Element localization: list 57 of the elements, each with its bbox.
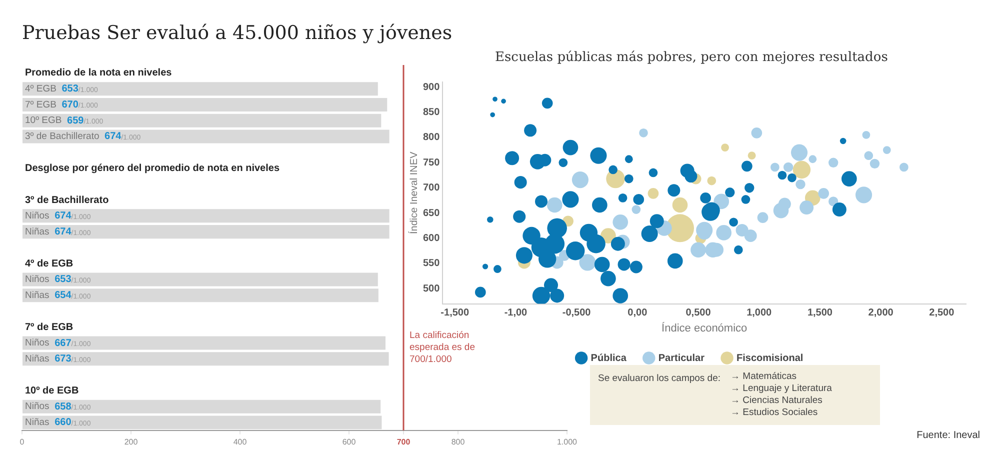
source-note: Fuente: Ineval <box>916 430 980 441</box>
y-tick-label: 500 <box>422 283 440 294</box>
x-tick-label: 2,000 <box>868 308 894 319</box>
category-label: Niñas <box>25 290 50 301</box>
y-tick-label: 750 <box>422 157 440 168</box>
category-label: 10º EGB <box>25 115 62 126</box>
text: → Matemáticas <box>730 371 798 383</box>
text: → Ciencias Naturales <box>730 395 824 407</box>
x-tick-label: -0,500 <box>562 308 592 319</box>
y-axis-title: Índice Ineval INEV <box>408 151 420 234</box>
category-label: Niñas <box>25 226 50 238</box>
category-label: Desglose por género del promedio de nota en niveles <box>25 163 280 174</box>
x-tick-label: 600 <box>342 437 356 446</box>
x-tick-label: 800 <box>451 437 466 446</box>
category-label: 7º de EGB <box>25 322 74 333</box>
category-label: Niñas <box>25 354 50 365</box>
x-tick-label: 2,500 <box>929 308 955 319</box>
legend-label: Pública <box>590 352 627 364</box>
x-tick-label: 0 <box>20 437 25 446</box>
text: → Estudios Sociales <box>730 407 819 419</box>
x-tick-label: 200 <box>124 437 138 446</box>
x-tick-label: 1.000 <box>556 437 578 446</box>
y-tick-label: 700 <box>422 182 440 194</box>
x-tick-label: -1,00 <box>504 308 528 319</box>
category-label: 3º de Bachillerato <box>25 131 100 142</box>
category-label: 7º EGB <box>25 99 56 110</box>
y-tick-label: 550 <box>422 258 440 270</box>
x-tick-label: 1,500 <box>807 308 833 319</box>
x-tick-label: 1,000 <box>746 308 772 319</box>
category-label: Niños <box>25 274 50 286</box>
y-tick-label: 600 <box>422 233 440 244</box>
category-label: 4º EGB <box>25 83 56 94</box>
text: Se evaluaron los campos de: <box>597 372 722 386</box>
x-tick-label: 0,00 <box>628 308 648 319</box>
y-tick-label: 850 <box>422 106 440 118</box>
legend-label: Fiscomisional <box>736 352 804 364</box>
y-tick-label: 800 <box>422 132 440 144</box>
chart-title: Pruebas Ser evaluó a 45.000 niños y jóvenes <box>22 22 452 44</box>
x-tick-label: 400 <box>233 437 248 446</box>
y-tick-label: 650 <box>422 208 440 219</box>
x-tick-label: -1,500 <box>440 308 470 319</box>
category-label: Niños <box>25 401 50 412</box>
category-label: Niños <box>25 338 50 349</box>
category-label: 4º de EGB <box>25 258 74 270</box>
category-label: 3º de Bachillerato <box>25 194 109 206</box>
text: → Lenguaje y Literatura <box>730 383 832 395</box>
x-tick-label: 0,500 <box>686 308 712 319</box>
category-label: Promedio de la nota en niveles <box>25 68 172 79</box>
category-label: Niñas <box>25 417 50 428</box>
legend-label: Particular <box>658 352 705 364</box>
category-label: Niños <box>25 210 50 222</box>
chart-title: Escuelas públicas más pobres, pero con mejores resultados <box>495 50 888 65</box>
x-axis-title: Índice económico <box>662 321 748 334</box>
y-tick-label: 900 <box>422 82 440 93</box>
x-tick-label: 700 <box>396 437 411 446</box>
ref-line-label: La calificación esperada es de 700/1.000 <box>410 330 475 366</box>
category-label: 10º de EGB <box>25 385 79 396</box>
